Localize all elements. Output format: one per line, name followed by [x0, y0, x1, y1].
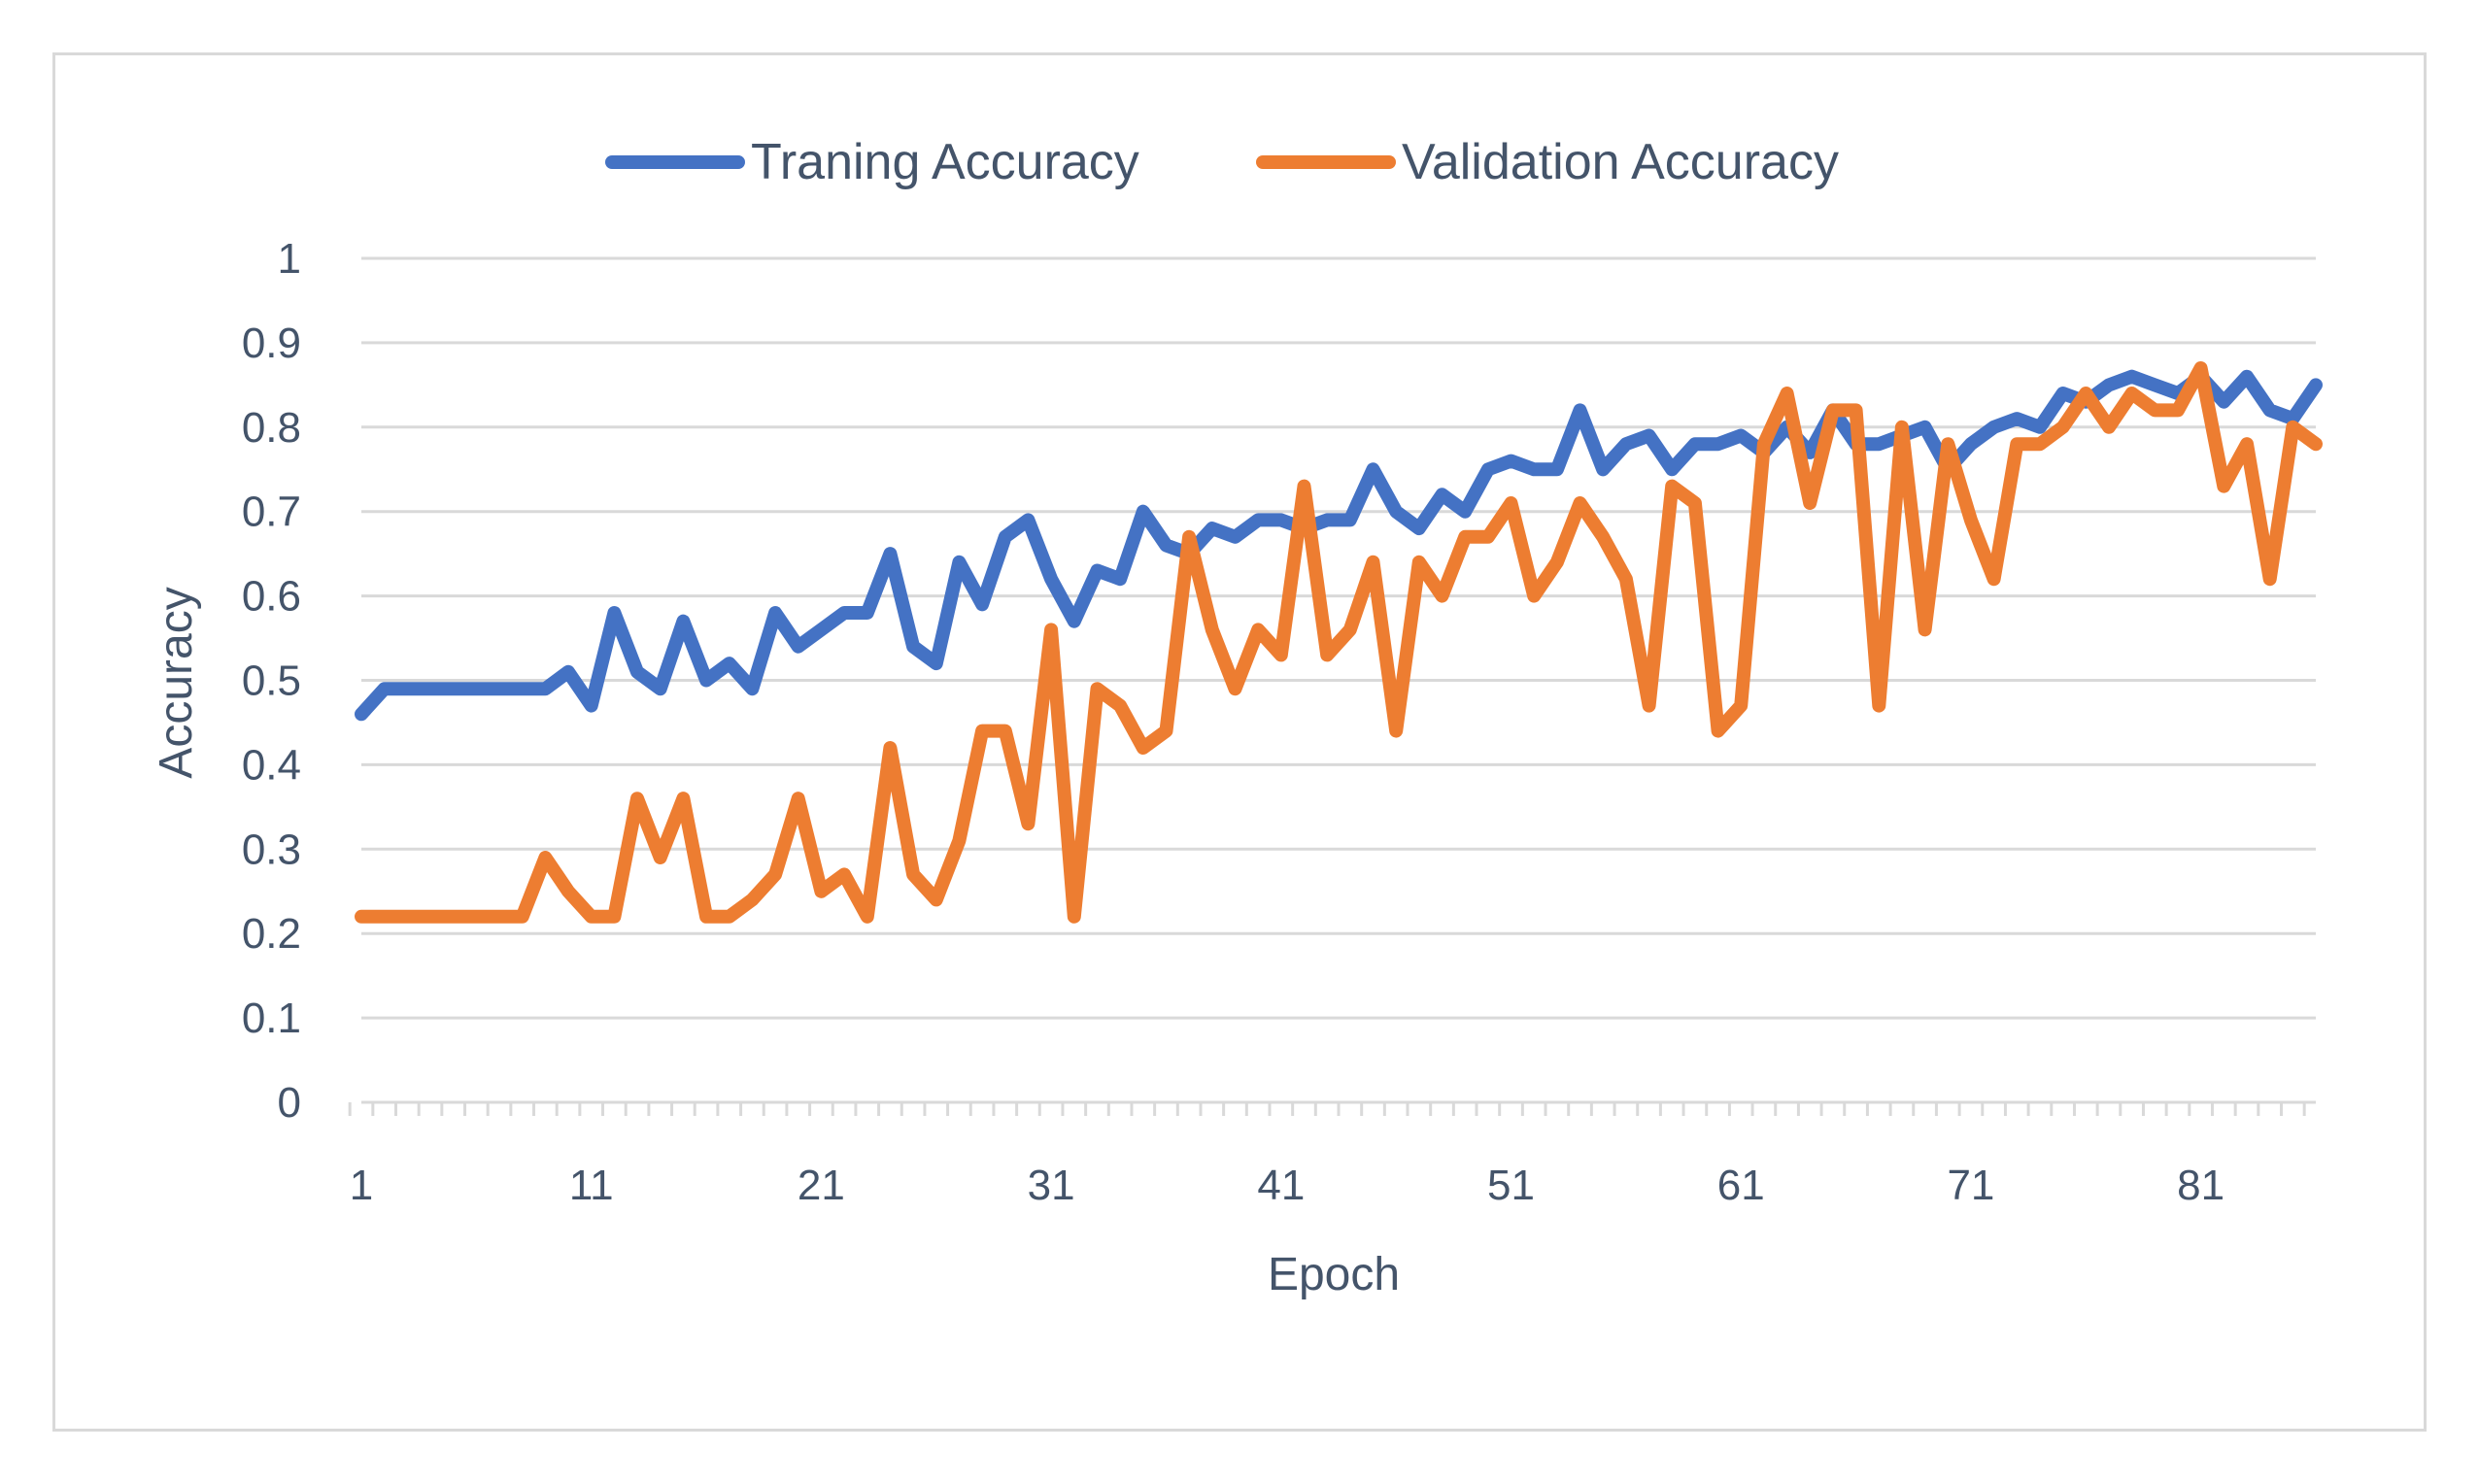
y-tick-label: 0.5	[242, 658, 301, 705]
series-lines	[355, 361, 2323, 924]
x-tick-label: 81	[2177, 1162, 2224, 1209]
x-axis-title: Epoch	[1268, 1249, 1400, 1300]
y-tick-label: 0.8	[242, 404, 301, 452]
x-tick-label: 41	[1257, 1162, 1305, 1209]
y-tick-label: 0.7	[242, 489, 301, 536]
x-tick-label: 11	[569, 1162, 614, 1209]
x-tick-label: 31	[1028, 1162, 1075, 1209]
x-tick-label: 61	[1717, 1162, 1765, 1209]
y-tick-labels: 0 0.1 0.2 0.3 0.4 0.5 0.6 0.7 0.8 0.9 1	[242, 235, 301, 1127]
y-tick-label: 0.9	[242, 320, 301, 367]
series-line-training	[355, 369, 2323, 722]
y-tick-label: 1	[278, 235, 301, 283]
x-axis	[348, 1100, 2316, 1116]
legend: Traning Accuracy Validation Accuracy	[605, 134, 1839, 190]
legend-item-training: Traning Accuracy	[605, 134, 1139, 190]
series-line-validation	[355, 361, 2323, 924]
x-tick-label: 71	[1947, 1162, 1994, 1209]
y-tick-label: 0.1	[242, 995, 301, 1042]
legend-label-validation: Validation Accuracy	[1402, 134, 1839, 190]
x-tick-labels: 1 11 21 31 41 51 61 71 81	[350, 1162, 2224, 1209]
y-tick-label: 0.4	[242, 741, 301, 789]
legend-item-validation: Validation Accuracy	[1256, 134, 1839, 190]
y-tick-label: 0	[278, 1079, 301, 1127]
legend-label-training: Traning Accuracy	[751, 134, 1139, 190]
y-axis-title: Accuracy	[151, 587, 202, 778]
x-tick-label: 51	[1487, 1162, 1535, 1209]
chart-frame	[52, 52, 2427, 1432]
x-tick-label: 21	[798, 1162, 845, 1209]
x-tick-label: 1	[350, 1162, 373, 1209]
y-tick-label: 0.2	[242, 910, 301, 958]
y-tick-label: 0.3	[242, 826, 301, 873]
gridlines	[361, 256, 2316, 1020]
y-tick-label: 0.6	[242, 573, 301, 621]
